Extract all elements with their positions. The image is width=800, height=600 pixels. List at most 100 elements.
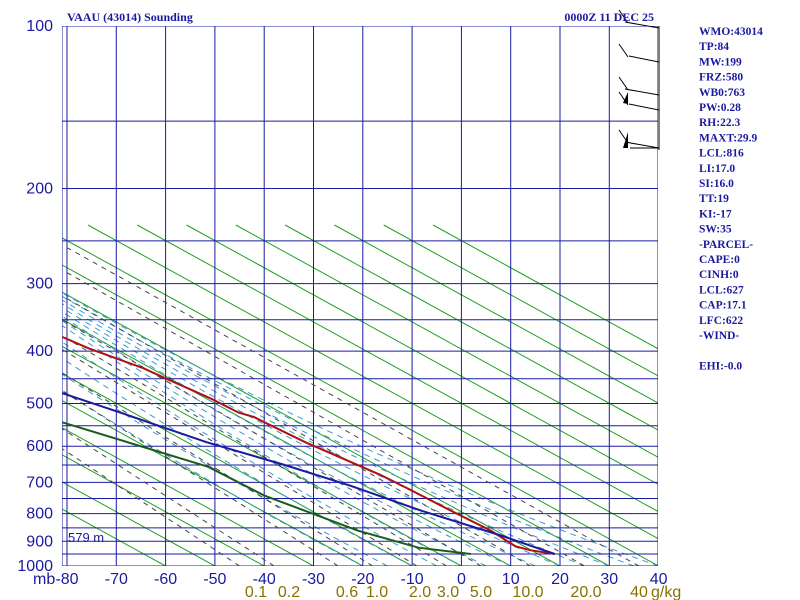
stat-line: SW:35 bbox=[699, 224, 732, 236]
stat-line: RH:22.3 bbox=[699, 117, 740, 129]
chart-title: VAAU (43014) Sounding bbox=[67, 10, 193, 24]
moist-adiabat-line bbox=[62, 341, 438, 566]
wind-barb-feather bbox=[618, 9, 629, 24]
temperature-tick-label: 20 bbox=[551, 571, 569, 588]
dry-adiabat-line bbox=[235, 224, 658, 458]
temperature-tick-label: -60 bbox=[154, 571, 177, 588]
chart-datetime: 0000Z 11 DEC 25 bbox=[564, 10, 654, 24]
dry-adiabat-line bbox=[62, 372, 413, 566]
temperature-tick-label: -80 bbox=[55, 571, 78, 588]
mixing-ratio-line bbox=[62, 390, 339, 566]
dewpoint-profile bbox=[62, 421, 472, 555]
pressure-tick-label: 400 bbox=[26, 343, 53, 360]
stat-line: TP:84 bbox=[699, 41, 729, 53]
mixing-ratio-tick-label: 0.2 bbox=[278, 584, 300, 600]
pressure-tick-label: 700 bbox=[26, 474, 53, 491]
stat-line: TT:19 bbox=[699, 193, 729, 205]
dry-adiabat-line bbox=[62, 237, 658, 566]
moist-adiabat-line bbox=[62, 303, 585, 566]
x-axis-unit: mb bbox=[33, 571, 55, 588]
stat-line: CAP:17.1 bbox=[699, 300, 747, 312]
temperature-tick-label: -40 bbox=[253, 571, 276, 588]
mixing-ratio-line bbox=[62, 269, 585, 566]
moist-adiabat-line bbox=[62, 357, 413, 566]
mixing-ratio-tick-label: 3.0 bbox=[437, 584, 459, 600]
pressure-tick-label: 200 bbox=[26, 181, 53, 198]
stat-line: EHI:-0.0 bbox=[699, 360, 742, 372]
stat-line: FRZ:580 bbox=[699, 72, 743, 84]
stat-line: WB0:763 bbox=[699, 87, 745, 99]
sounding-profiles bbox=[62, 335, 556, 555]
mixing-ratio-line bbox=[62, 244, 640, 566]
wind-barb bbox=[624, 88, 660, 96]
dry-adiabat-line bbox=[87, 224, 658, 540]
mixing-ratio-tick-label: 2.0 bbox=[409, 584, 431, 600]
pressure-tick-label: 100 bbox=[26, 18, 53, 35]
temperature-tick-label: 0 bbox=[457, 571, 466, 588]
wind-barb-pennant bbox=[623, 132, 628, 148]
wind-barb bbox=[624, 21, 660, 29]
temperature-tick-label: -70 bbox=[105, 571, 128, 588]
wind-barbs bbox=[618, 9, 660, 150]
dry-adiabat-line bbox=[62, 291, 561, 566]
stat-line: LCL:627 bbox=[699, 284, 744, 296]
pressure-tick-label: 800 bbox=[26, 506, 53, 523]
dry-adiabat-line bbox=[334, 224, 658, 404]
mixing-ratio-tick-label: 0.1 bbox=[245, 584, 267, 600]
mixing-ratio-tick-label: 5.0 bbox=[470, 584, 492, 600]
pressure-axis: 100 200 300 400 500 600 700 800 900 1000 bbox=[17, 18, 53, 575]
temperature-tick-label: -10 bbox=[401, 571, 424, 588]
dry-adiabat-line bbox=[62, 427, 314, 566]
pressure-tick-label: 900 bbox=[26, 533, 53, 550]
moist-adiabat-line bbox=[62, 299, 610, 566]
stat-line: -PARCEL- bbox=[699, 239, 753, 251]
stats-panel: WMO:43014 TP:84 MW:199 FRZ:580 WB0:763 PW:0.2… bbox=[699, 26, 763, 372]
grid-lines bbox=[62, 26, 658, 566]
stat-line: PW:0.28 bbox=[699, 102, 741, 114]
pressure-tick-label: 600 bbox=[26, 438, 53, 455]
stat-line: WMO:43014 bbox=[699, 26, 763, 38]
mixing-ratio-axis: 0.1 0.2 0.6 1.0 2.0 3.0 5.0 10.0 20.0 40 bbox=[245, 584, 648, 600]
moist-adiabat-line bbox=[62, 307, 561, 566]
mixing-ratio-line bbox=[62, 295, 531, 566]
mixing-ratio-tick-label: 1.0 bbox=[366, 584, 388, 600]
pressure-tick-label: 300 bbox=[26, 276, 53, 293]
wind-barb-feather bbox=[618, 76, 629, 91]
dry-adiabat-line bbox=[62, 345, 462, 566]
dry-adiabat-line bbox=[284, 224, 658, 431]
mixing-ratio-tick-label: 10.0 bbox=[512, 584, 543, 600]
temperature-tick-label: 10 bbox=[502, 571, 520, 588]
stat-line: KI:-17 bbox=[699, 208, 732, 220]
wind-barb bbox=[624, 141, 660, 149]
stat-line: SI:16.0 bbox=[699, 178, 734, 190]
moist-adiabat-line bbox=[62, 292, 658, 566]
parcel-profile bbox=[62, 391, 556, 555]
dry-adiabat-line bbox=[383, 224, 658, 377]
temperature-tick-label: 40 bbox=[650, 571, 668, 588]
mixing-ratio-line bbox=[62, 348, 418, 566]
mixing-ratio-line bbox=[62, 372, 373, 566]
mixing-ratio-tick-label: 0.6 bbox=[336, 584, 358, 600]
temperature-profile bbox=[62, 335, 555, 555]
mixing-ratio-line bbox=[62, 319, 482, 566]
dry-adiabat-line bbox=[62, 481, 216, 566]
mixing-ratio-lines bbox=[62, 244, 640, 566]
stat-line: MW:199 bbox=[699, 56, 742, 68]
wind-barb bbox=[628, 55, 660, 63]
dry-adiabat-line bbox=[62, 264, 610, 566]
wind-barb-pennant bbox=[623, 92, 628, 104]
temperature-tick-label: -50 bbox=[203, 571, 226, 588]
temperature-tick-label: -30 bbox=[302, 571, 325, 588]
stat-line: LCL:816 bbox=[699, 148, 744, 160]
dry-adiabat-line bbox=[62, 454, 265, 566]
stat-line: MAXT:29.9 bbox=[699, 132, 757, 144]
temperature-axis: -80 -70 -60 -50 -40 -30 -20 -10 0 10 20 30 40 bbox=[55, 571, 667, 588]
stat-line: -WIND- bbox=[699, 330, 739, 342]
plot-frame bbox=[62, 26, 658, 566]
mixing-ratio-tick-label: 40 bbox=[630, 584, 648, 600]
mixing-ratio-line bbox=[62, 428, 275, 566]
adiabat-lines bbox=[62, 224, 658, 566]
mixing-ratio-tick-label: 20.0 bbox=[570, 584, 601, 600]
dry-adiabat-line bbox=[136, 224, 658, 513]
